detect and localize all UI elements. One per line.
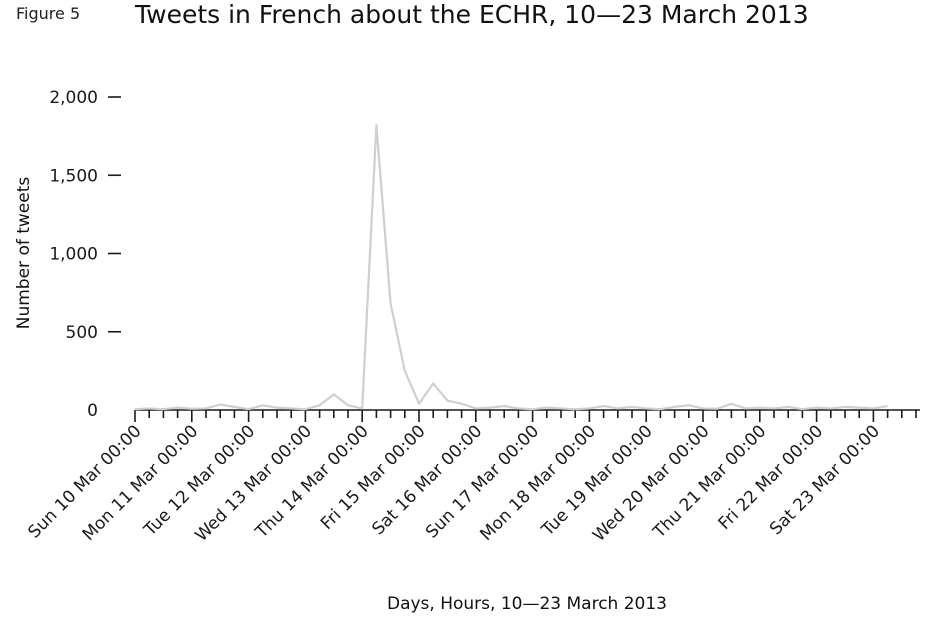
- y-tick-label: 500: [66, 323, 98, 343]
- y-tick-label: 1,000: [49, 245, 98, 265]
- x-tick-label: Sat 23 Mar 00:00: [766, 421, 884, 539]
- series-line: [134, 124, 888, 411]
- figure-label: Figure 5: [16, 4, 81, 23]
- y-tick-label: 0: [87, 401, 98, 421]
- y-axis-title: Number of tweets: [14, 177, 34, 330]
- x-tick-label: Fri 15 Mar 00:00: [317, 421, 430, 534]
- x-tick-label: Fri 22 Mar 00:00: [715, 421, 828, 534]
- y-tick-label: 2,000: [49, 88, 98, 108]
- x-axis-title: Days, Hours, 10—23 March 2013: [387, 594, 667, 614]
- chart-title: Tweets in French about the ECHR, 10—23 M…: [135, 0, 809, 29]
- y-tick-label: 1,500: [49, 166, 98, 186]
- y-axis: 0 500 1,000 1,500 2,000: [49, 88, 121, 421]
- series-layer: [134, 124, 888, 411]
